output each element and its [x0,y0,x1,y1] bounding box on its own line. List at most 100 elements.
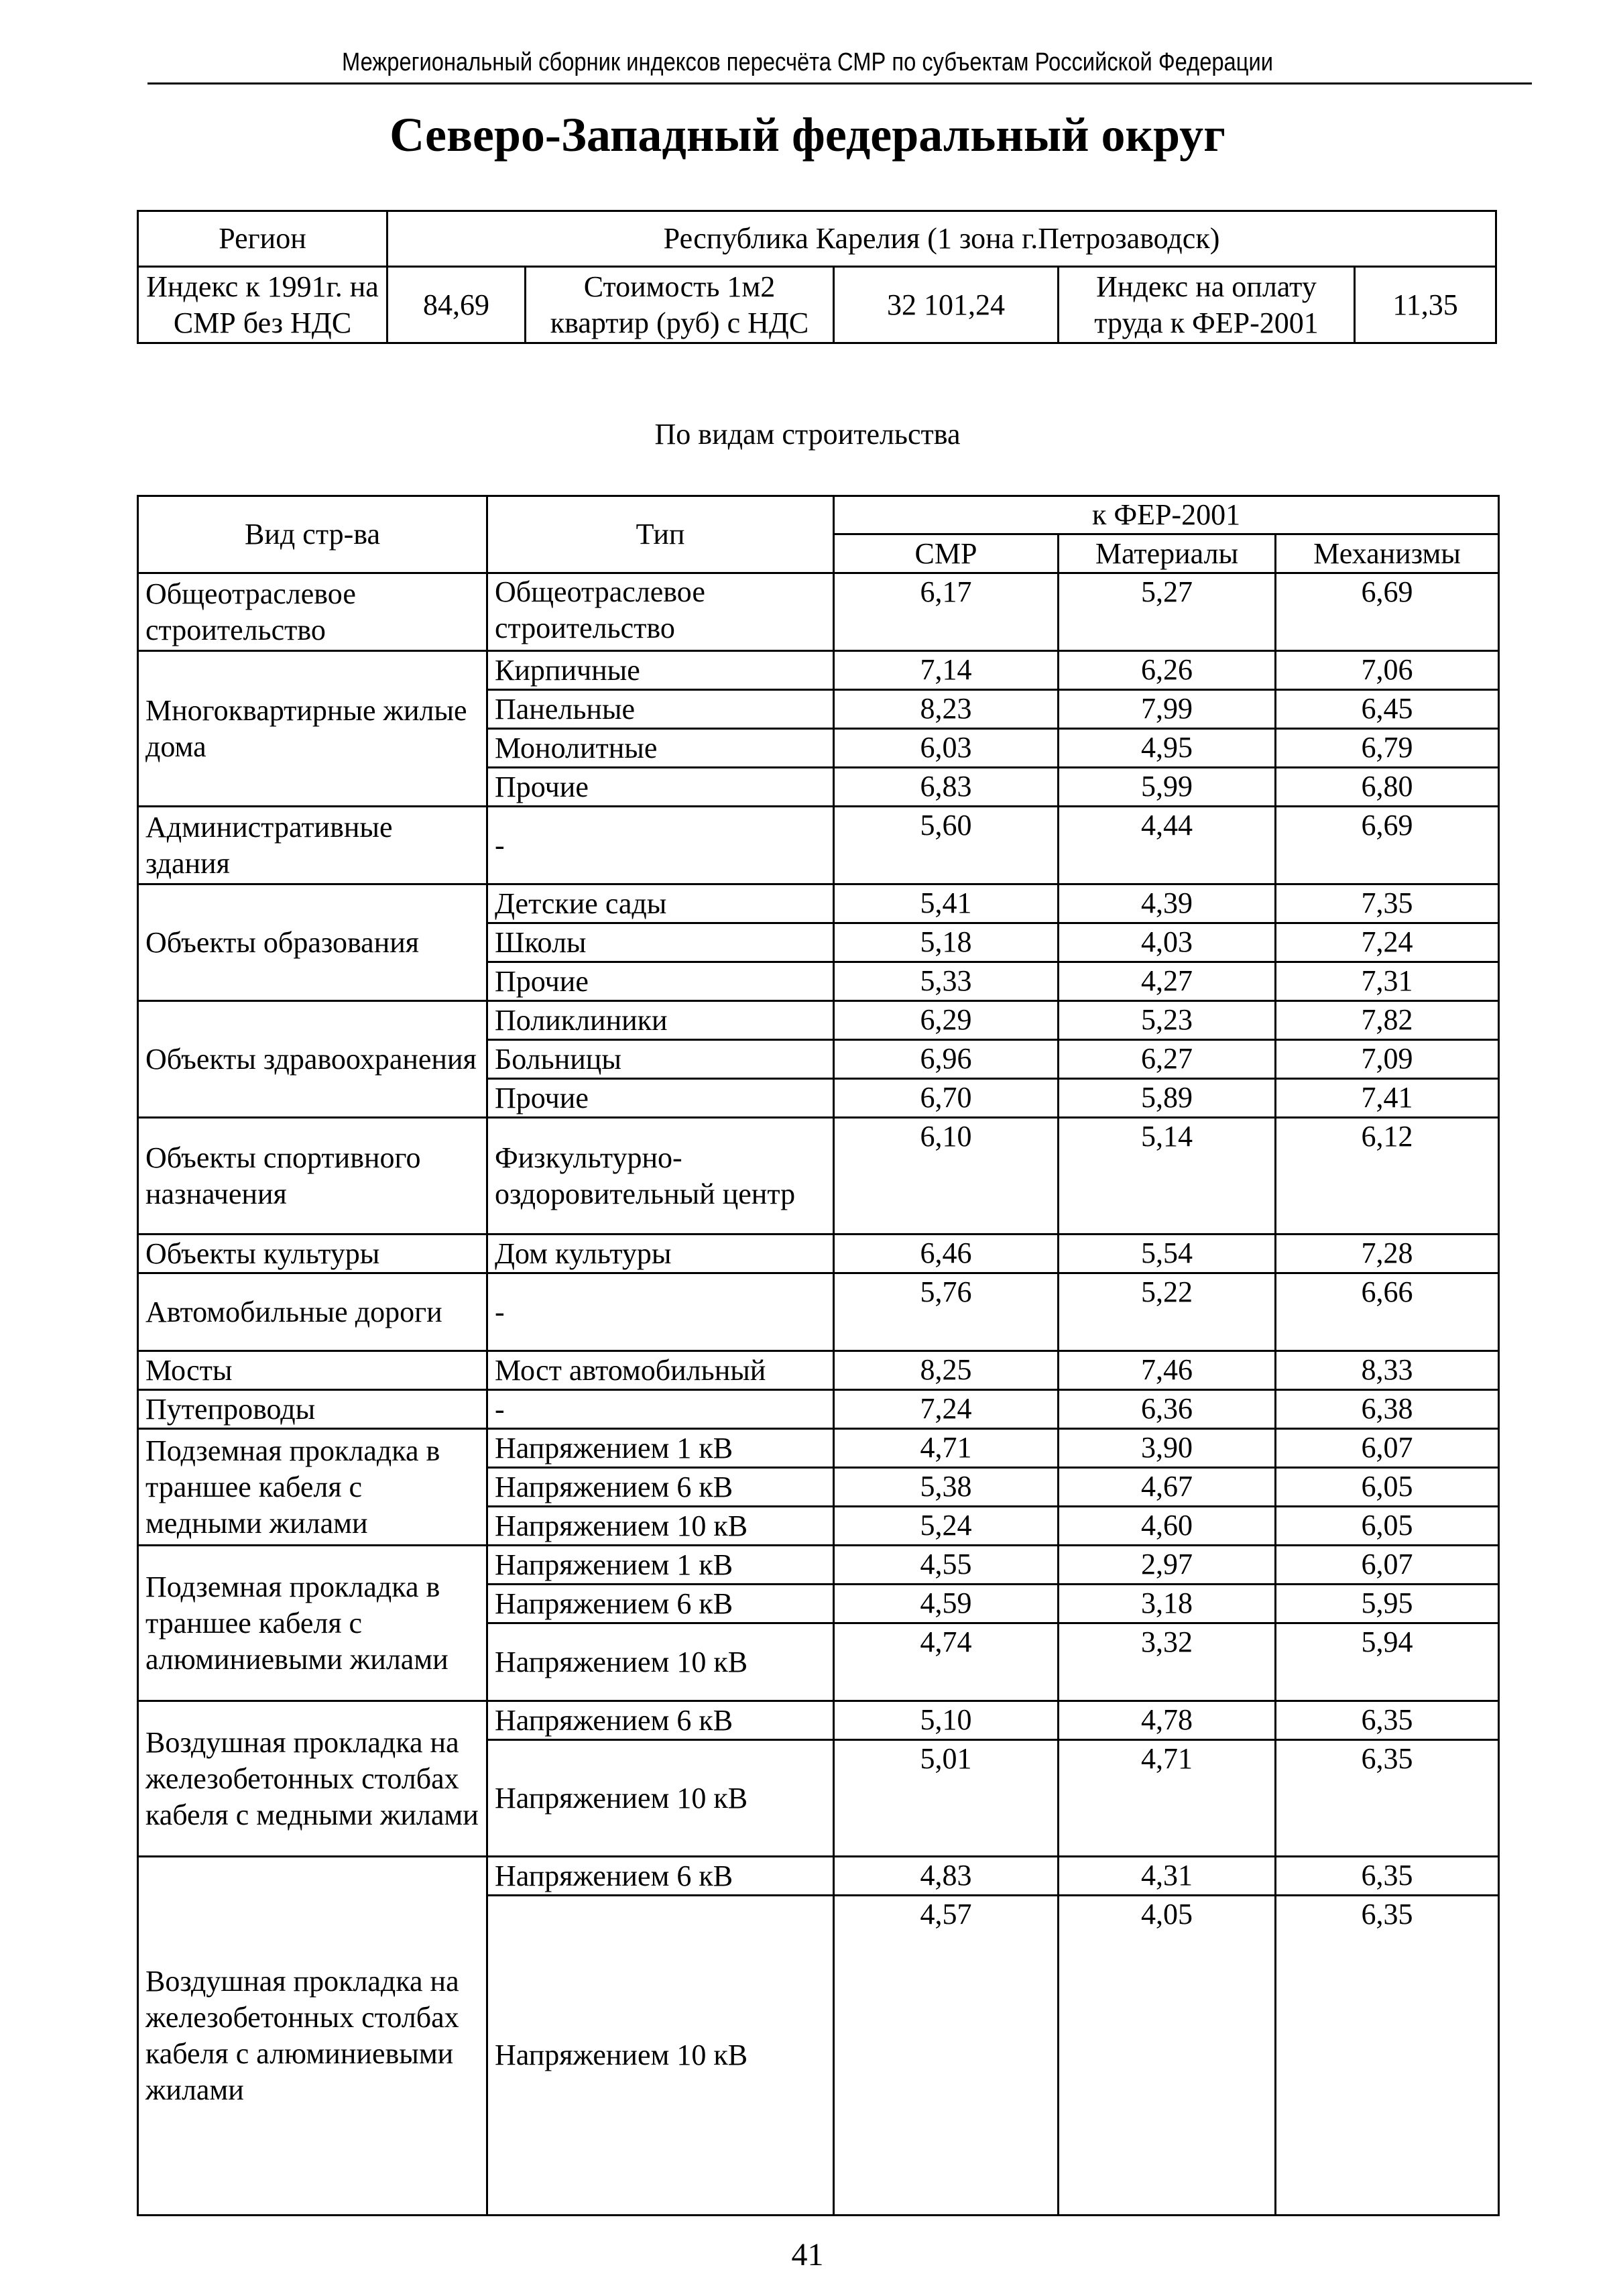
type-cell: Напряжением 1 кВ [486,1544,835,1585]
materials-cell: 4,60 [1057,1505,1276,1546]
construction-kind-cell: Административные здания [137,805,488,885]
materials-cell: 7,46 [1057,1350,1276,1391]
machinery-cell: 6,35 [1274,1739,1500,1857]
machinery-cell: 6,69 [1274,572,1500,652]
materials-cell: 5,14 [1057,1116,1276,1235]
table-row: Объекты здравоохранения Поликлиники 6,29 5,… [137,1000,1500,1118]
header-rule [147,82,1532,84]
materials-cell: 6,36 [1057,1389,1276,1430]
region-summary-table: Регион Республика Карелия (1 зона г.Петр… [137,210,1498,344]
type-cell: Больницы [486,1039,835,1080]
machinery-cell: 5,95 [1274,1583,1500,1624]
table-row: Объекты культуры Дом культуры 6,46 5,54 7,28 [137,1233,1500,1274]
table-row: Панельные 8,23 7,99 6,45 [138,689,1500,730]
materials-cell: 4,78 [1057,1700,1276,1741]
construction-kind-cell: Путепроводы [137,1389,488,1430]
header-fer-group: к ФЕР-2001 [832,495,1500,535]
cost-value: 32 101,24 [833,266,1059,344]
construction-kind-cell: Объекты спортивного назначения [137,1116,488,1235]
construction-kind-cell: Автомобильные дороги [137,1272,488,1352]
smr-cell: 4,59 [833,1583,1059,1624]
machinery-cell: 6,12 [1274,1116,1500,1235]
smr-cell: 6,96 [833,1039,1059,1080]
construction-kind-cell: Общеотраслевое строительство [137,572,488,652]
labor-value: 11,35 [1353,266,1498,344]
machinery-cell: 6,45 [1274,689,1500,730]
smr-cell: 8,25 [833,1350,1059,1391]
materials-cell: 4,95 [1057,728,1276,768]
table-row: Многоквартирные жилые дома Кирпичные 7,14 6… [137,650,1500,807]
smr-cell: 5,10 [833,1700,1059,1741]
machinery-cell: 7,41 [1274,1078,1500,1118]
materials-cell: 3,90 [1057,1428,1276,1469]
type-cell: Напряжением 1 кВ [486,1428,835,1469]
table-row: Подземная прокладка в траншее кабеля с а… [137,1544,1500,1702]
table-row: Прочие 6,83 5,99 6,80 [138,766,1500,807]
construction-kind-cell: Мосты [137,1350,488,1391]
type-cell: Поликлиники [486,1000,835,1041]
type-cell: Физкультурно-оздоровительный центр [486,1116,835,1235]
materials-cell: 5,27 [1057,572,1276,652]
section-subtitle: По видам строительства [654,418,961,451]
page-number: 41 [791,2237,824,2273]
smr-cell: 5,38 [833,1467,1059,1507]
type-cell: - [486,805,835,885]
type-cell: Прочие [486,766,835,807]
materials-cell: 4,05 [1057,1894,1276,2216]
construction-kind-cell: Воздушная прокладка на железобетонных ст… [137,1855,488,2216]
machinery-cell: 7,28 [1274,1233,1500,1274]
construction-kind-cell: Подземная прокладка в траншее кабеля с а… [137,1544,488,1702]
type-cell: Напряжением 6 кВ [486,1855,835,1896]
materials-cell: 7,99 [1057,689,1276,730]
smr-cell: 5,76 [833,1272,1059,1352]
type-cell: Прочие [486,1078,835,1118]
header-machinery: Механизмы [1274,533,1500,574]
machinery-cell: 7,09 [1274,1039,1500,1080]
cost-label: Стоимость 1м2 квартир (руб) с НДС [524,266,835,344]
type-cell: Панельные [486,689,835,730]
type-cell: - [486,1272,835,1352]
type-cell: Прочие [486,961,835,1002]
type-cell: Напряжением 6 кВ [486,1700,835,1741]
machinery-cell: 7,06 [1274,650,1500,691]
materials-cell: 6,26 [1057,650,1276,691]
machinery-cell: 6,35 [1274,1894,1500,2216]
header-type: Тип [486,495,835,574]
smr-cell: 5,18 [833,922,1059,963]
table-row: Автомобильные дороги -5,76 5,22 6,66 [137,1272,1500,1352]
table-row: Общеотраслевое строительство Общеотраслев… [137,572,1500,652]
region-value: Республика Карелия (1 зона г.Петрозаводс… [385,210,1498,268]
smr-cell: 8,23 [833,689,1059,730]
smr-cell: 5,24 [833,1505,1059,1546]
indices-table: Вид стр-ва Тип к ФЕР-2001 СМР Материалы … [137,495,1500,2216]
smr-cell: 4,57 [833,1894,1059,2216]
page-title: Северо-Западный федеральный округ [390,108,1225,162]
smr-cell: 6,29 [833,1000,1059,1041]
materials-cell: 4,03 [1057,922,1276,963]
table-row: Напряжением 10 кВ 5,24 4,60 6,05 [138,1505,1500,1546]
machinery-cell: 6,07 [1274,1544,1500,1585]
smr-cell: 6,70 [833,1078,1059,1118]
machinery-cell: 6,38 [1274,1389,1500,1430]
machinery-cell: 7,82 [1274,1000,1500,1041]
machinery-cell: 6,79 [1274,728,1500,768]
table-row: Напряжением 10 кВ 5,01 4,71 6,35 [138,1739,1500,1857]
table-row: Напряжением 10 кВ 4,57 4,05 6,35 [138,1894,1500,2216]
type-cell: Напряжением 6 кВ [486,1583,835,1624]
table-row: Больницы 6,96 6,27 7,09 [138,1039,1500,1080]
type-cell: Кирпичные [486,650,835,691]
machinery-cell: 6,05 [1274,1505,1500,1546]
index-value: 84,69 [386,266,526,344]
type-cell: Детские сады [486,883,835,924]
type-cell: - [486,1389,835,1430]
materials-cell: 2,97 [1057,1544,1276,1585]
table-row: Напряжением 6 кВ 5,38 4,67 6,05 [138,1467,1500,1507]
labor-label: Индекс на оплату труда к ФЕР-2001 [1057,266,1356,344]
smr-cell: 5,01 [833,1739,1059,1857]
type-cell: Напряжением 10 кВ [486,1739,835,1857]
smr-cell: 4,74 [833,1622,1059,1702]
construction-kind-cell: Объекты культуры [137,1233,488,1274]
construction-kind-cell: Объекты здравоохранения [137,1000,488,1118]
materials-cell: 4,39 [1057,883,1276,924]
type-cell: Монолитные [486,728,835,768]
